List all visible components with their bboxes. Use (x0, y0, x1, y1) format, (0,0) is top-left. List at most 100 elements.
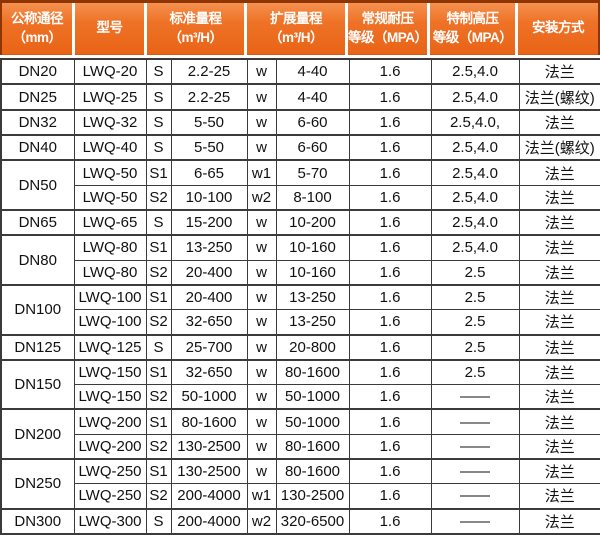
cell-install: 法兰 (518, 458, 600, 485)
cell-ext-range: 10-160 (275, 259, 350, 286)
cell-normal-pressure: 1.6 (348, 159, 432, 186)
table-row: DN100 LWQ-100 S1 20-400 w 13-250 1.6 2.5 法兰 (0, 283, 600, 335)
cell-model: LWQ-80 (73, 234, 147, 261)
cell-ext-code: w (246, 108, 277, 136)
cell-ext-code: w (246, 208, 277, 236)
table-row: DN65 LWQ-65 S 15-200 w 10-200 1.6 2.5,4.0 法兰 (0, 208, 600, 236)
cell-std-range: 20-400 (170, 259, 248, 286)
cell-normal-pressure: 1.6 (348, 408, 432, 435)
cell-std-range: 10-100 (170, 184, 248, 211)
cell-std-code: S2 (145, 184, 172, 211)
cell-std-code: S (145, 108, 172, 136)
cell-ext-range: 13-250 (275, 309, 350, 335)
cell-install: 法兰 (518, 159, 600, 186)
table-header-row: 公称通径 （mm） 型号 标准量程 （m³/H） 扩展量程 （m³/H） 常规耐… (0, 0, 600, 55)
cell-dn: DN125 (0, 333, 75, 361)
cell-std-range: 5-50 (170, 108, 248, 136)
cell-normal-pressure: 1.6 (348, 384, 432, 410)
cell-std-code: S (145, 208, 172, 236)
cell-install: 法兰 (518, 259, 600, 286)
header-model: 型号 (75, 3, 144, 55)
cell-ext-code: w (246, 134, 277, 161)
cell-std-code: S2 (145, 259, 172, 286)
cell-dn: DN100 (0, 283, 75, 335)
cell-ext-code: w (246, 283, 277, 311)
cell-normal-pressure: 1.6 (348, 458, 432, 485)
cell-std-range: 15-200 (170, 208, 248, 236)
cell-std-range: 130-2500 (170, 458, 248, 485)
cell-model: LWQ-200 (73, 408, 147, 435)
cell-model: LWQ-250 (73, 483, 147, 510)
table-row: LWQ-50 S2 10-100 w2 8-100 1.6 2.5,4.0 法兰 (1, 184, 600, 211)
cell-std-range: 200-4000 (170, 507, 248, 535)
cell-special-pressure: 2.5,4.0 (430, 208, 520, 236)
cell-install: 法兰(螺纹) (518, 134, 600, 161)
cell-std-range: 32-650 (170, 309, 248, 335)
cell-normal-pressure: 1.6 (348, 309, 432, 335)
cell-install: 法兰 (518, 208, 600, 236)
cell-install: 法兰 (518, 483, 600, 510)
table-row: LWQ-150 S2 50-1000 w 50-1000 1.6 —— 法兰 (1, 384, 600, 410)
cell-install: 法兰 (518, 507, 600, 535)
cell-std-code: S (145, 507, 172, 535)
cell-ext-range: 130-2500 (275, 483, 350, 510)
cell-ext-range: 10-200 (275, 208, 350, 236)
cell-special-pressure: 2.5 (430, 358, 520, 386)
header-extended-range: 扩展量程 （m³/H） (247, 3, 345, 55)
table-row: DN32 LWQ-32 S 5-50 w 6-60 1.6 2.5,4.0, 法兰 (0, 108, 600, 136)
cell-std-range: 32-650 (170, 358, 248, 386)
cell-ext-range: 13-250 (275, 283, 350, 311)
cell-ext-range: 4-40 (275, 57, 350, 85)
cell-std-range: 200-4000 (170, 483, 248, 510)
cell-ext-code: w2 (246, 184, 277, 211)
cell-special-pressure: 2.5,4.0 (430, 83, 520, 111)
cell-special-pressure: 2.5,4.0 (430, 134, 520, 161)
cell-std-code: S (145, 83, 172, 111)
cell-std-range: 2.2-25 (170, 83, 248, 111)
cell-normal-pressure: 1.6 (348, 507, 432, 535)
cell-std-code: S1 (145, 458, 172, 485)
cell-dn: DN40 (0, 134, 75, 161)
cell-normal-pressure: 1.6 (348, 283, 432, 311)
cell-normal-pressure: 1.6 (348, 358, 432, 386)
cell-ext-code: w (246, 333, 277, 361)
cell-normal-pressure: 1.6 (348, 83, 432, 111)
cell-dn: DN25 (0, 83, 75, 111)
header-special-pressure: 特制高压 等级（MPA） (430, 3, 515, 55)
cell-normal-pressure: 1.6 (348, 259, 432, 286)
cell-std-code: S1 (145, 283, 172, 311)
cell-ext-code: w (246, 309, 277, 335)
cell-dn: DN200 (0, 408, 75, 460)
cell-ext-range: 80-1600 (275, 358, 350, 386)
cell-std-code: S1 (145, 159, 172, 186)
table-row: LWQ-80 S2 20-400 w 10-160 1.6 2.5 法兰 (1, 259, 600, 286)
cell-std-code: S2 (145, 433, 172, 460)
cell-normal-pressure: 1.6 (348, 208, 432, 236)
header-standard-range: 标准量程 （m³/H） (147, 3, 244, 55)
table-row: DN50 LWQ-50 S1 6-65 w1 5-70 1.6 2.5,4.0 法兰 (0, 159, 600, 211)
cell-ext-code: w (246, 358, 277, 386)
cell-model: LWQ-40 (73, 134, 147, 161)
cell-special-pressure: 2.5,4.0 (430, 184, 520, 211)
cell-std-code: S2 (145, 384, 172, 410)
cell-install: 法兰 (518, 184, 600, 211)
cell-install: 法兰(螺纹) (518, 83, 600, 111)
cell-install: 法兰 (518, 234, 600, 261)
cell-ext-code: w1 (246, 159, 277, 186)
header-nominal-diameter: 公称通径 （mm） (2, 3, 72, 55)
cell-ext-code: w (246, 408, 277, 435)
cell-install: 法兰 (518, 408, 600, 435)
cell-dn: DN65 (0, 208, 75, 236)
cell-special-pressure: —— (430, 408, 520, 435)
cell-ext-code: w (246, 384, 277, 410)
cell-std-code: S2 (145, 483, 172, 510)
cell-dn: DN300 (0, 507, 75, 535)
cell-std-code: S (145, 333, 172, 361)
table-row: DN125 LWQ-125 S 25-700 w 20-800 1.6 2.5 法兰 (0, 333, 600, 361)
cell-special-pressure: 2.5 (430, 283, 520, 311)
cell-ext-code: w2 (246, 507, 277, 535)
cell-special-pressure: 2.5 (430, 259, 520, 286)
cell-model: LWQ-100 (73, 283, 147, 311)
cell-install: 法兰 (518, 57, 600, 85)
cell-normal-pressure: 1.6 (348, 184, 432, 211)
